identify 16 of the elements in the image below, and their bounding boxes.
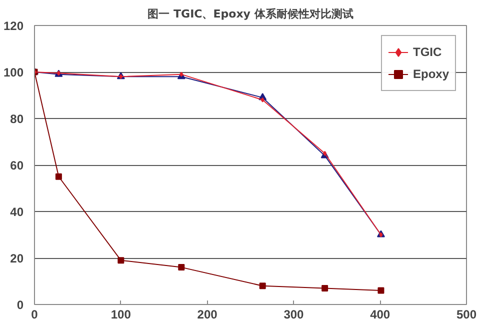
y-tick-label: 80 bbox=[10, 112, 24, 126]
legend-label: Epoxy bbox=[412, 67, 449, 81]
x-tick-label: 300 bbox=[284, 308, 304, 322]
y-tick-label: 120 bbox=[3, 19, 24, 33]
x-tick-label: 200 bbox=[197, 308, 218, 322]
y-tick-label: 100 bbox=[3, 66, 24, 80]
legend-label: TGIC bbox=[412, 45, 442, 59]
x-tick-label: 500 bbox=[456, 308, 477, 322]
y-tick-label: 60 bbox=[10, 158, 24, 172]
chart-title: 图一 TGIC、Epoxy 体系耐候性对比测试 bbox=[148, 8, 354, 20]
y-tick-label: 0 bbox=[16, 298, 24, 312]
x-tick-label: 400 bbox=[370, 308, 390, 322]
y-tick-label: 20 bbox=[10, 252, 24, 266]
x-tick-label: 100 bbox=[110, 308, 132, 322]
x-tick-label: 0 bbox=[31, 308, 38, 322]
y-tick-label: 40 bbox=[10, 205, 24, 219]
